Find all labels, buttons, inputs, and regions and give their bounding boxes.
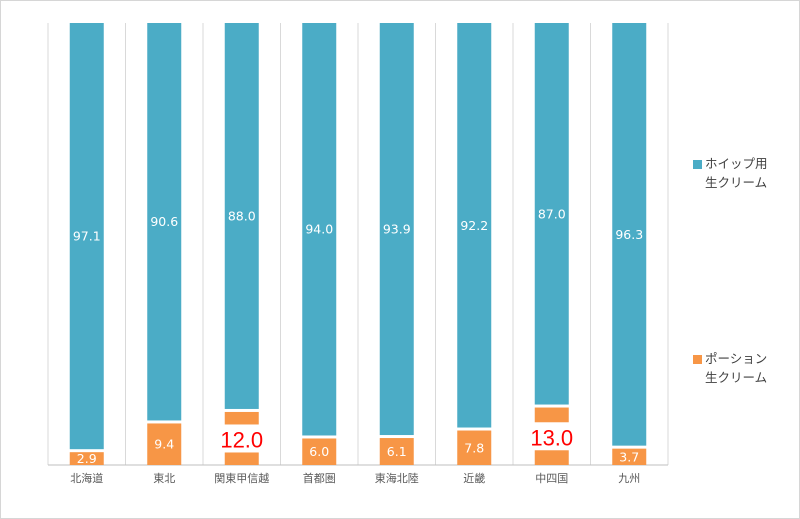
data-label-bg: [524, 422, 579, 451]
x-tick-label: 首都圏: [303, 471, 336, 485]
bar-segment: [224, 23, 259, 409]
x-tick-label: 中四国: [535, 472, 568, 485]
legend-item: ポーション 生クリーム: [693, 349, 767, 387]
data-label: 12.0: [220, 427, 263, 452]
bar-segment: [457, 430, 492, 465]
data-label: 6.0: [309, 444, 329, 459]
data-label: 6.1: [387, 444, 407, 459]
bar-segment: [147, 23, 182, 421]
data-label: 90.6: [150, 214, 178, 229]
data-label: 3.7: [619, 449, 639, 464]
data-label: 87.0: [538, 206, 566, 221]
legend-label: ホイップ用 生クリーム: [705, 156, 768, 190]
data-label: 93.9: [383, 222, 411, 237]
bar-segment: [302, 438, 337, 465]
bar-segment: [612, 23, 647, 446]
data-label: 96.3: [615, 227, 643, 242]
x-tick-label: 東海北陸: [375, 471, 419, 485]
x-tick-label: 関東甲信越: [214, 471, 269, 485]
data-label: 7.8: [464, 440, 484, 455]
legend-label: ポーション 生クリーム: [705, 351, 768, 385]
legend-item: ホイップ用 生クリーム: [693, 154, 768, 192]
bar-segment: [69, 23, 104, 450]
bar-segment: [534, 23, 569, 405]
legend-swatch: [693, 160, 702, 169]
data-label: 92.2: [460, 218, 488, 233]
data-label: 97.1: [73, 229, 101, 244]
data-label-bg: [214, 424, 269, 453]
x-tick-label: 九州: [618, 472, 640, 485]
bar-segment: [612, 448, 647, 465]
bar-segment: [147, 423, 182, 465]
bar-segment: [457, 23, 492, 428]
data-label: 9.4: [154, 437, 174, 452]
bar-segment: [379, 23, 414, 436]
x-tick-label: 東北: [153, 472, 175, 485]
data-label: 13.0: [530, 425, 573, 450]
bar-segment: [69, 452, 104, 465]
legend-swatch: [693, 355, 702, 364]
x-tick-label: 北海道: [70, 471, 103, 485]
data-label: 94.0: [305, 222, 333, 237]
data-label: 88.0: [228, 208, 256, 223]
data-label: 2.9: [77, 451, 97, 466]
x-tick-label: 近畿: [463, 471, 485, 485]
bar-segment: [379, 438, 414, 465]
bar-segment: [302, 23, 337, 436]
